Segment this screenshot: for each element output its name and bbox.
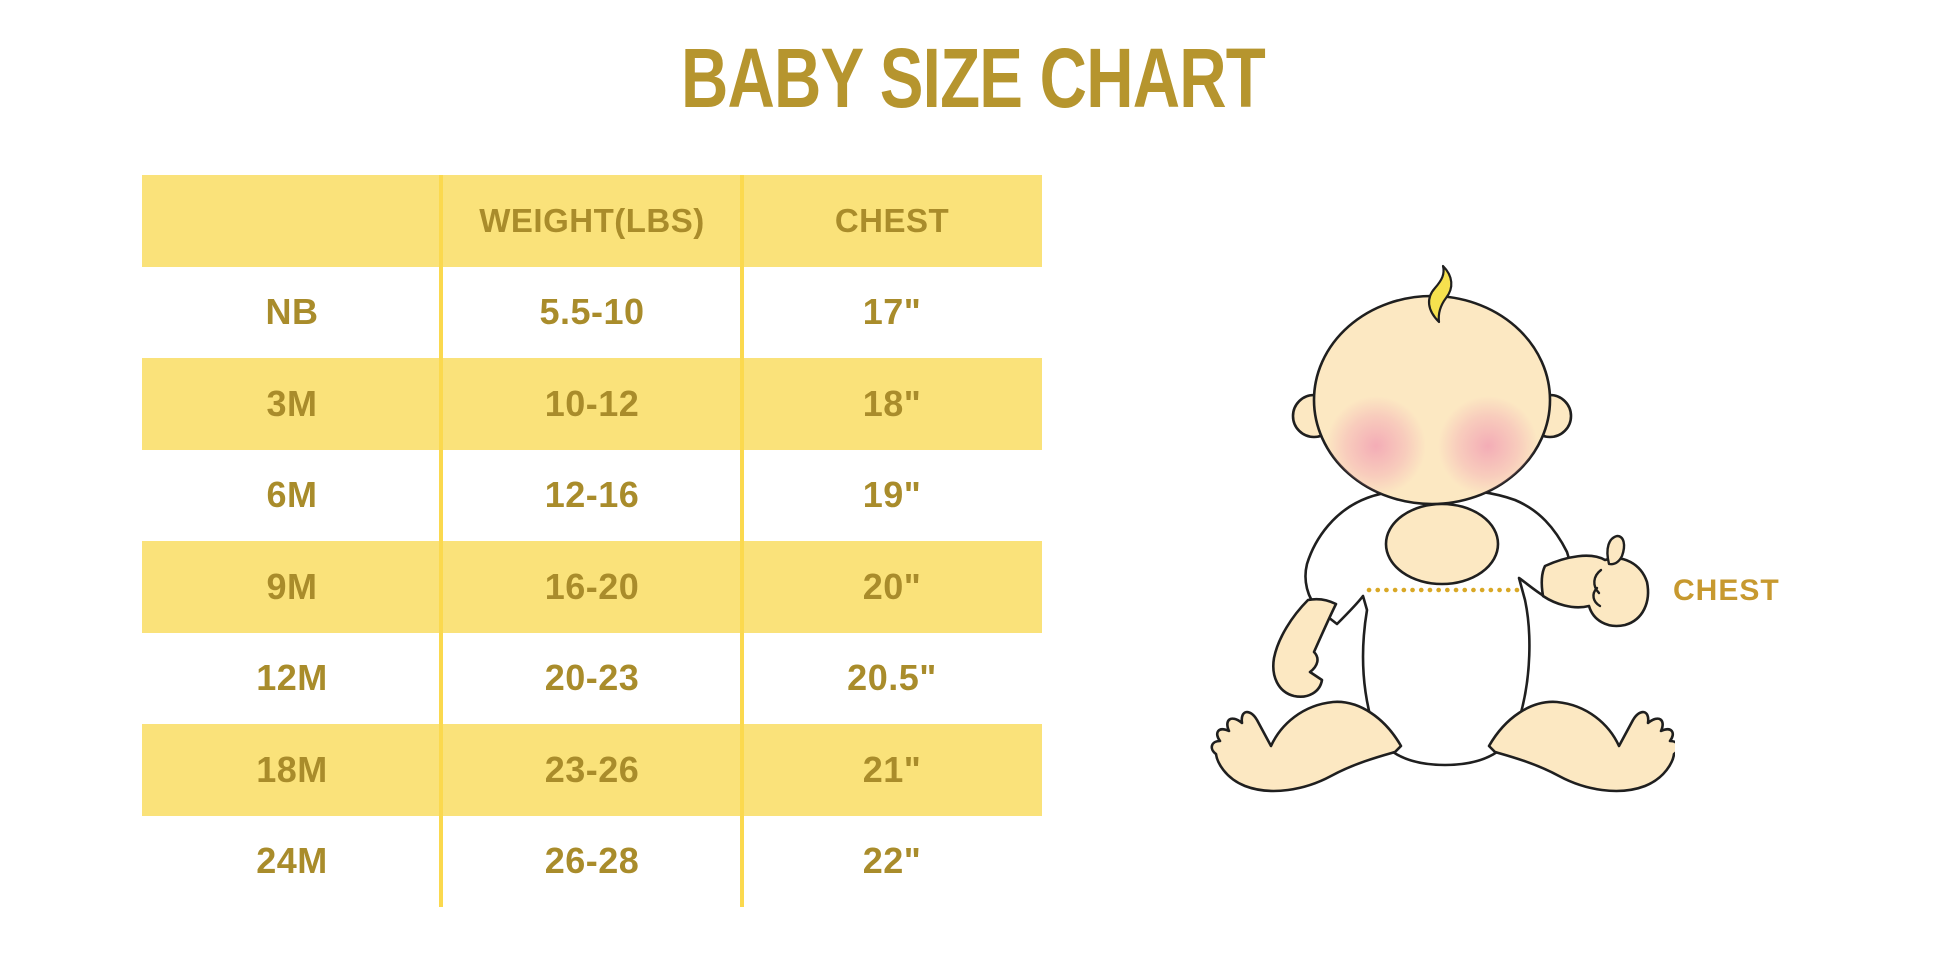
- size-cell: 6M: [266, 474, 318, 516]
- baby-hair-tuft-icon: [1428, 264, 1453, 324]
- weight-cell: 23-26: [544, 748, 640, 790]
- baby-left-cheek: [1326, 396, 1426, 496]
- table-row-6m: 6M 12-16 19": [142, 450, 1042, 542]
- size-cell: 12M: [256, 657, 328, 699]
- baby-svg: [1210, 264, 1680, 793]
- chest-cell: 20.5": [847, 657, 937, 699]
- weight-cell: 10-12: [544, 382, 640, 424]
- column-divider-1: [439, 175, 443, 907]
- chest-cell: 22": [862, 840, 922, 882]
- weight-cell: 16-20: [544, 565, 640, 607]
- page-title: BABY SIZE CHART: [680, 31, 1266, 125]
- baby-thumb: [1606, 534, 1626, 566]
- baby-illustration: [1195, 248, 1680, 808]
- size-cell: NB: [265, 291, 319, 333]
- table-row-24m: 24M 26-28 22": [142, 816, 1042, 908]
- weight-cell: 26-28: [544, 840, 640, 882]
- baby-fist-fingers: [1592, 568, 1603, 608]
- size-cell: 24M: [256, 840, 328, 882]
- size-cell: 18M: [256, 748, 328, 790]
- header-row: WEIGHT(LBS) CHEST: [142, 175, 1042, 267]
- chest-cell: 18": [862, 382, 922, 424]
- column-divider-2: [740, 175, 744, 907]
- chest-cell: 21": [862, 748, 922, 790]
- baby-size-table: WEIGHT(LBS) CHEST NB 5.5-10 17" 3M 10-12…: [142, 175, 1042, 907]
- size-cell: 9M: [266, 565, 318, 607]
- col-header-weight: WEIGHT(LBS): [479, 201, 705, 239]
- col-header-size: [142, 175, 442, 267]
- baby-neck: [1384, 502, 1500, 586]
- size-cell: 3M: [266, 382, 318, 424]
- baby-left-leg: [1210, 700, 1403, 793]
- baby-right-cheek: [1438, 396, 1538, 496]
- weight-cell: 20-23: [544, 657, 640, 699]
- table-row-12m: 12M 20-23 20.5": [142, 633, 1042, 725]
- baby-left-arm: [1272, 597, 1338, 698]
- table-row-3m: 3M 10-12 18": [142, 358, 1042, 450]
- chest-cell: 17": [862, 291, 922, 333]
- col-header-chest: CHEST: [834, 201, 950, 239]
- weight-cell: 5.5-10: [539, 291, 645, 333]
- baby-right-leg: [1487, 700, 1680, 793]
- table-row-9m: 9M 16-20 20": [142, 541, 1042, 633]
- chest-cell: 19": [862, 474, 922, 516]
- chest-cell: 20": [862, 565, 922, 607]
- table-row-18m: 18M 23-26 21": [142, 724, 1042, 816]
- chest-annotation-label: CHEST: [1673, 574, 1780, 607]
- weight-cell: 12-16: [544, 474, 640, 516]
- table-row-nb: NB 5.5-10 17": [142, 267, 1042, 359]
